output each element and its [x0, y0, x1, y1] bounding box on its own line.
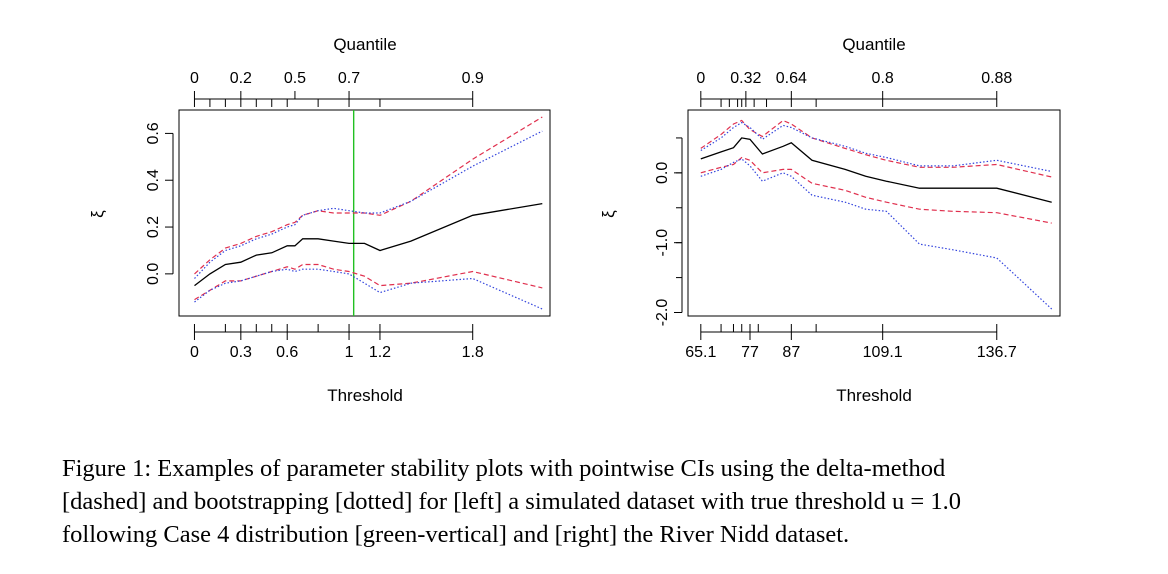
left-plot-marks: 0 0.3 0.6 1 1.2 1.8 0 0.2 0.5 0.7 0.9 0.0 0.2 0.4 0.6 [145, 70, 551, 361]
left-y-tick-label: 0.4 [145, 169, 162, 191]
right-plot-marks: 65.1 77 87 109.1 136.7 0 0.32 0.64 0.8 0.88 -2.0 -1… [654, 70, 1061, 361]
left-x-tick-label: 0.3 [230, 344, 252, 361]
left-top-tick-label: 0.9 [462, 70, 484, 87]
right-plot-frame [687, 109, 1061, 317]
right-x-tick-label: 65.1 [685, 344, 716, 361]
right-x-tick-label: 136.7 [977, 344, 1017, 361]
right-series-dotted-4 [700, 158, 1053, 310]
left-y-tick-label: 0.6 [145, 122, 162, 144]
left-series-solid-0 [194, 202, 543, 287]
right-series-dashed-2 [700, 156, 1052, 224]
caption-line-2: [dashed] and bootstrapping [dotted] for … [62, 488, 961, 515]
left-x-tick-label: 1.2 [369, 344, 391, 361]
right-top-tick-label: 0.32 [730, 70, 761, 87]
left-series-dotted-4 [194, 268, 543, 310]
right-y-tick-label: -1.0 [654, 229, 671, 257]
left-top-tick-label: 0.7 [338, 70, 360, 87]
right-y-tick-label: -2.0 [654, 299, 671, 327]
right-x-axis-title: Threshold [836, 386, 912, 405]
right-top-axis-title: Quantile [842, 35, 905, 54]
caption-line-1: Figure 1: Examples of parameter stabilit… [62, 455, 946, 482]
right-top-tick-label: 0 [696, 70, 705, 87]
left-x-tick-label: 1.8 [462, 344, 484, 361]
left-y-tick-label: 0.0 [145, 263, 162, 285]
right-x-tick-label: 77 [741, 344, 759, 361]
left-plot-frame [178, 109, 551, 317]
left-chart: Quantile Threshold ξ 0 0.3 0.6 1 1.2 1.80 0.2 0… [88, 35, 551, 405]
left-x-tick-label: 0 [190, 344, 199, 361]
right-top-tick-label: 0.64 [776, 70, 807, 87]
right-x-tick-label: 87 [782, 344, 800, 361]
right-y-tick-label: 0.0 [654, 162, 671, 184]
right-y-axis-title: ξ [599, 210, 618, 218]
left-series-dashed-2 [194, 263, 543, 301]
left-series-dashed-1 [194, 116, 543, 275]
right-series-dashed-1 [700, 119, 1052, 178]
left-y-tick-label: 0.2 [145, 216, 162, 238]
right-x-tick-label: 109.1 [863, 344, 903, 361]
left-y-axis-title: ξ [88, 210, 107, 218]
right-series-solid-0 [700, 137, 1052, 203]
left-x-tick-label: 1 [345, 344, 354, 361]
right-top-tick-label: 0.8 [872, 70, 894, 87]
caption-line-3: following Case 4 distribution [green-ver… [62, 521, 850, 548]
right-chart: Quantile Threshold ξ 65.1 77 87 109.1 136.7 0… [599, 35, 1061, 405]
figure-caption: Figure 1: Examples of parameter stabilit… [62, 452, 1152, 551]
right-top-tick-label: 0.88 [981, 70, 1012, 87]
left-top-tick-label: 0.2 [230, 70, 252, 87]
left-top-tick-label: 0 [190, 70, 199, 87]
left-x-tick-label: 0.6 [276, 344, 298, 361]
left-x-axis-title: Threshold [327, 386, 403, 405]
left-series-dotted-3 [194, 130, 543, 279]
left-top-axis-title: Quantile [333, 35, 396, 54]
left-top-tick-label: 0.5 [284, 70, 306, 87]
